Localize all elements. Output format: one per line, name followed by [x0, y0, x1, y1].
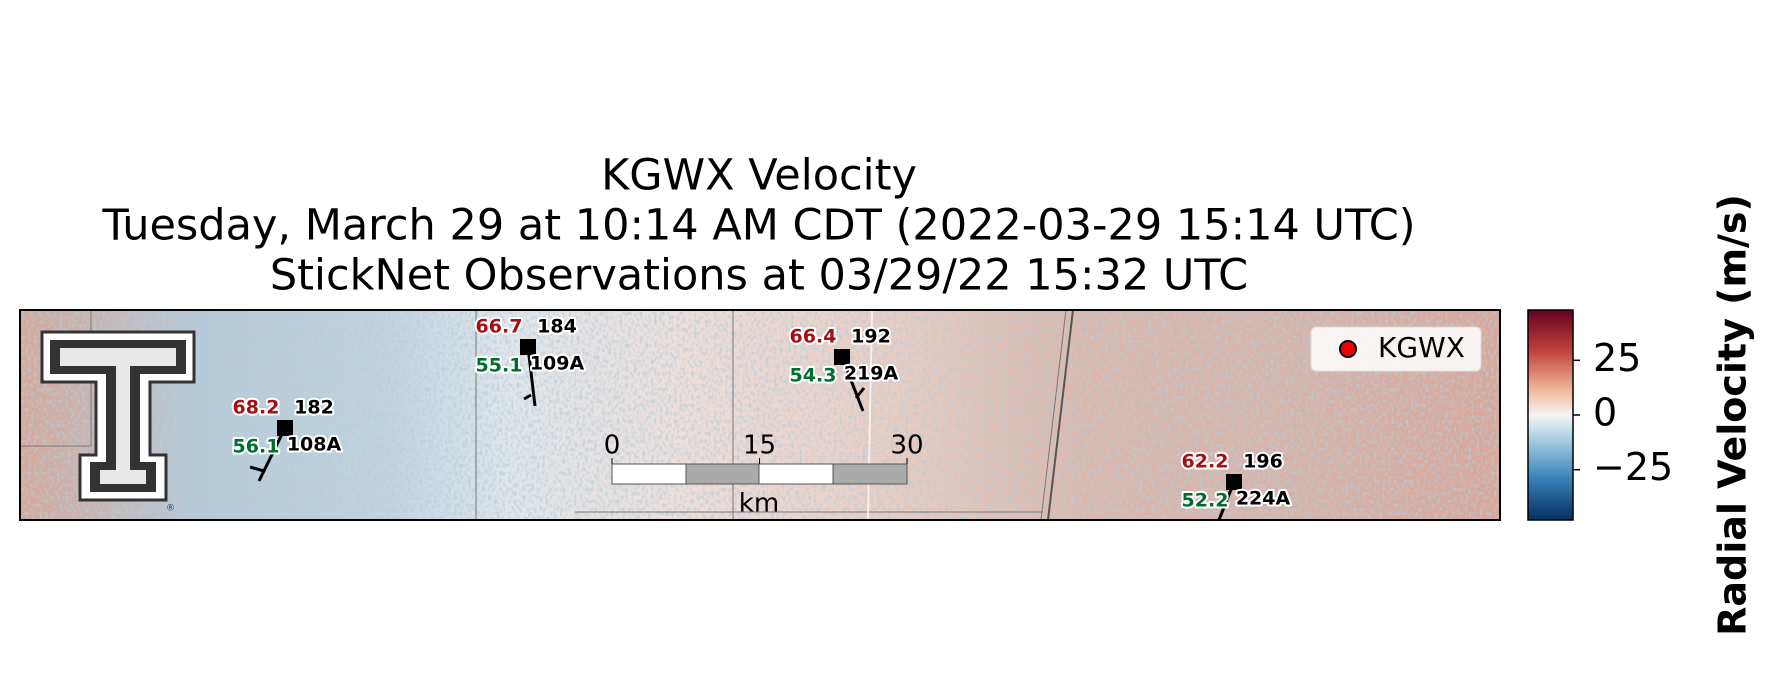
legend-marker — [1339, 340, 1357, 358]
station-marker — [834, 349, 850, 365]
colorbar-tick-label: 25 — [1593, 336, 1641, 380]
colorbar-tick-label: −25 — [1593, 445, 1673, 489]
logo: ® — [40, 330, 196, 514]
legend: KGWX — [1310, 326, 1482, 372]
radar-texture — [20, 310, 1500, 520]
svg-text:®: ® — [166, 504, 175, 514]
probe-id: 108A — [287, 434, 342, 456]
station-id: 182 — [294, 397, 334, 419]
dewpoint: 56.1 — [233, 436, 280, 458]
colorbar-scale — [1527, 309, 1574, 521]
scale-unit: km — [739, 489, 779, 519]
legend-label: KGWX — [1378, 331, 1465, 364]
scale-tick-label: 15 — [743, 431, 776, 461]
probe-id: 109A — [530, 353, 585, 375]
subtitle: StickNet Observations at 03/29/22 15:32 … — [270, 251, 1248, 301]
station-marker — [1226, 474, 1242, 490]
temperature: 68.2 — [233, 397, 280, 419]
subtitle: Tuesday, March 29 at 10:14 AM CDT (2022-… — [101, 201, 1415, 251]
probe-id: 219A — [844, 363, 899, 385]
colorbar-label: Radial Velocity (m/s) — [1711, 194, 1755, 636]
dewpoint: 52.2 — [1182, 490, 1229, 512]
map-frame — [19, 309, 1501, 521]
boundaries — [20, 310, 1074, 520]
station-id: 192 — [851, 326, 891, 348]
colorbar-tick-label: 0 — [1593, 391, 1617, 435]
station-id: 184 — [537, 316, 577, 338]
station-id: 196 — [1243, 451, 1283, 473]
temperature: 66.4 — [790, 326, 837, 348]
probe-id: 224A — [1236, 488, 1291, 510]
dewpoint: 54.3 — [790, 365, 837, 387]
station-marker — [277, 420, 293, 436]
colorbar: Radial Velocity (m/s) −25 0 25 — [1527, 194, 1755, 636]
scale-tick-label: 30 — [890, 431, 923, 461]
scale-tick-label: 0 — [604, 431, 621, 461]
station-marker — [520, 339, 536, 355]
scale-bar: km 0 15 30 — [604, 431, 924, 519]
stations: 68.2 182 56.1 108A 66.7 184 55.1 109A 66.4 192 54.… — [231, 314, 1293, 514]
title-block: KGWX Velocity Tuesday, March 29 at 10:14… — [101, 151, 1415, 301]
dewpoint: 55.1 — [476, 355, 523, 377]
temperature: 66.7 — [476, 316, 523, 338]
map: ® 68.2 182 56.1 108A 66.7 184 55.1 109A 66.4 192 5… — [20, 310, 1500, 520]
title: KGWX Velocity — [601, 151, 917, 201]
temperature: 62.2 — [1182, 451, 1229, 473]
